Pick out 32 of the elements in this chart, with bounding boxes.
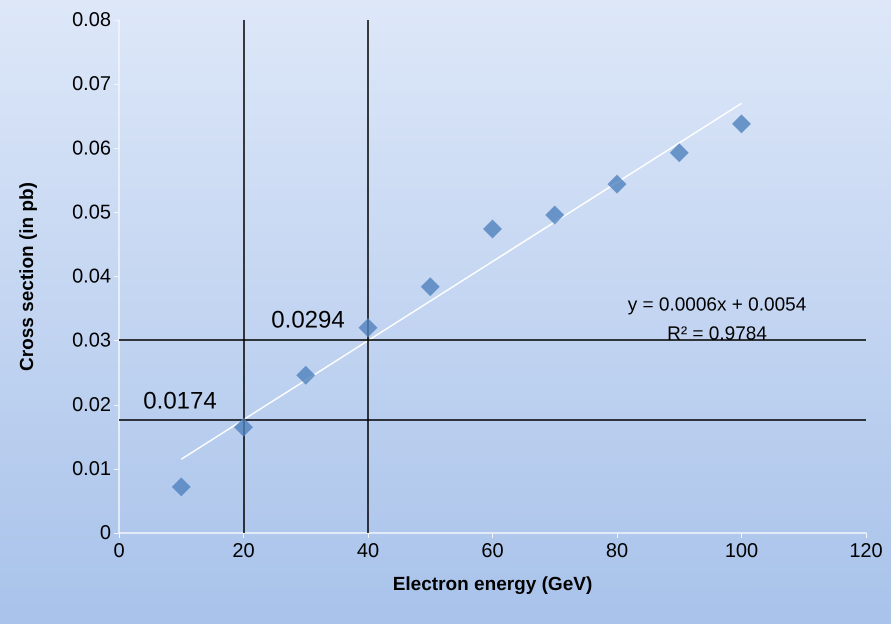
point <box>358 318 378 338</box>
x-tick-label: 40 <box>356 540 380 562</box>
annotation: R² = 0.9784 <box>667 324 768 344</box>
y-tick-label: 0.03 <box>72 330 111 352</box>
y-tick-label: 0.08 <box>72 9 111 31</box>
annotation: 0.0294 <box>271 306 345 334</box>
x-tick-label: 80 <box>606 540 628 562</box>
point <box>483 220 502 239</box>
y-tick-label: 0.07 <box>72 73 111 96</box>
point <box>234 418 253 437</box>
x-tick-label: 120 <box>849 540 883 562</box>
y-axis-title: Cross section (in pb) <box>17 182 38 371</box>
point <box>545 205 564 224</box>
annotation: y = 0.0006x + 0.0054 <box>628 294 807 316</box>
y-tick-label: 0.01 <box>72 458 111 480</box>
point <box>670 143 689 162</box>
x-axis-title: Electron energy (GeV) <box>392 574 592 595</box>
y-tick-label: 0 <box>100 522 111 544</box>
point <box>296 366 316 385</box>
annotation: 0.0174 <box>143 388 217 414</box>
x-tick-label: 0 <box>113 540 125 562</box>
point <box>420 277 440 296</box>
y-tick-label: 0.06 <box>72 137 111 160</box>
y-tick-label: 0.04 <box>72 266 111 288</box>
point <box>172 477 191 496</box>
x-tick-label: 20 <box>232 540 255 562</box>
x-tick-label: 100 <box>724 540 758 562</box>
point <box>608 174 626 194</box>
y-tick-label: 0.05 <box>72 201 111 224</box>
y-tick-label: 0.02 <box>72 394 111 416</box>
x-tick-label: 60 <box>481 540 504 562</box>
point <box>732 114 751 134</box>
